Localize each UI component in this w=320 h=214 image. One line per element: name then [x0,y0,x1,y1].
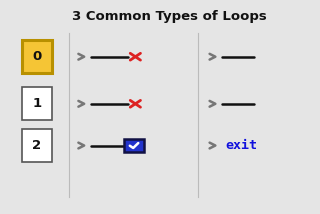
Text: 1: 1 [32,97,41,110]
Bar [22,129,52,162]
Bar [22,87,52,120]
Text: exit: exit [226,139,258,152]
Bar [22,40,52,73]
Bar [124,139,144,152]
Text: 2: 2 [32,139,41,152]
Text: 3 Common Types of Loops: 3 Common Types of Loops [72,10,267,22]
Text: 0: 0 [32,50,41,63]
